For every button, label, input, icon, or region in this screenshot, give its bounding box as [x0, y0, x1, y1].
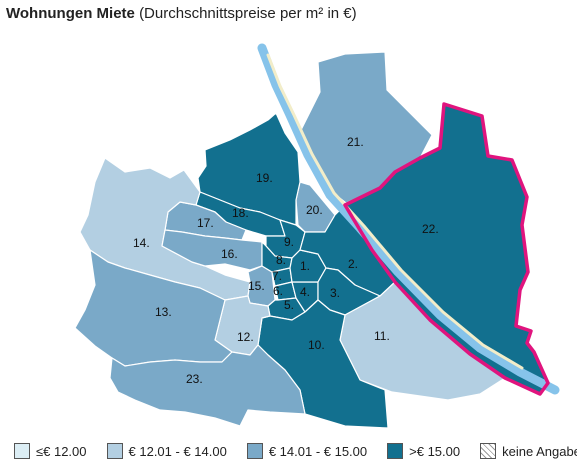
district-label-10: 10.	[308, 338, 325, 352]
district-label-2: 2.	[348, 257, 358, 271]
district-label-8: 8.	[276, 253, 286, 267]
district-label-20: 20.	[306, 203, 323, 217]
district-label-9: 9.	[284, 235, 294, 249]
map-title-subtitle: (Durchschnittspreise per m² in €)	[139, 5, 357, 22]
district-23[interactable]	[109, 344, 306, 427]
district-label-18: 18.	[232, 206, 249, 220]
legend-item-cat3: € 14.01 - € 15.00	[246, 443, 368, 459]
district-label-4: 4.	[300, 285, 310, 299]
legend-swatch-cat3	[246, 443, 263, 459]
legend-swatch-cat2	[106, 443, 123, 459]
district-label-22: 22.	[422, 222, 439, 236]
district-label-6: 6.	[273, 284, 283, 298]
district-label-17: 17.	[197, 216, 214, 230]
district-22-highlight	[343, 102, 550, 396]
legend-label-cat2: € 12.01 - € 14.00	[128, 443, 227, 459]
district-label-3: 3.	[330, 286, 340, 300]
district-label-1: 1.	[300, 259, 310, 273]
district-label-15: 15.	[248, 279, 265, 293]
map-title: Wohnungen Miete (Durchschnittspreise per…	[6, 4, 357, 24]
district-label-7: 7.	[272, 269, 282, 283]
district-19[interactable]	[197, 112, 301, 226]
district-label-11: 11.	[374, 329, 390, 343]
legend-swatch-cat4	[387, 443, 404, 459]
legend-item-cat2: € 12.01 - € 14.00	[106, 443, 227, 459]
district-label-5: 5.	[284, 298, 294, 312]
legend-label-no-data: keine Angabe	[502, 443, 577, 459]
district-label-21: 21.	[347, 135, 364, 149]
legend-item-cat4: >€ 15.00	[387, 443, 460, 459]
legend-label-cat1: ≤€ 12.00	[36, 443, 87, 459]
district-label-23: 23.	[186, 372, 203, 386]
legend-item-cat1: ≤€ 12.00	[14, 443, 87, 459]
district-label-14: 14.	[133, 236, 150, 250]
vienna-district-map: 1. 2. 3. 4. 5. 6. 7. 8. 9. 10. 11. 12. 1…	[74, 43, 560, 429]
district-label-12: 12.	[237, 330, 254, 344]
district-label-16: 16.	[221, 247, 238, 261]
legend-item-no-data: keine Angabe	[480, 443, 577, 459]
district-label-13: 13.	[155, 305, 172, 319]
legend-label-cat3: € 14.01 - € 15.00	[268, 443, 368, 459]
legend: ≤€ 12.00 € 12.01 - € 14.00 € 14.01 - € 1…	[14, 441, 577, 461]
legend-swatch-cat1	[14, 443, 30, 459]
district-label-19: 19.	[256, 171, 273, 185]
legend-label-cat4: >€ 15.00	[409, 443, 461, 459]
legend-swatch-no-data	[480, 443, 497, 459]
map-title-bold: Wohnungen Miete	[6, 5, 135, 22]
